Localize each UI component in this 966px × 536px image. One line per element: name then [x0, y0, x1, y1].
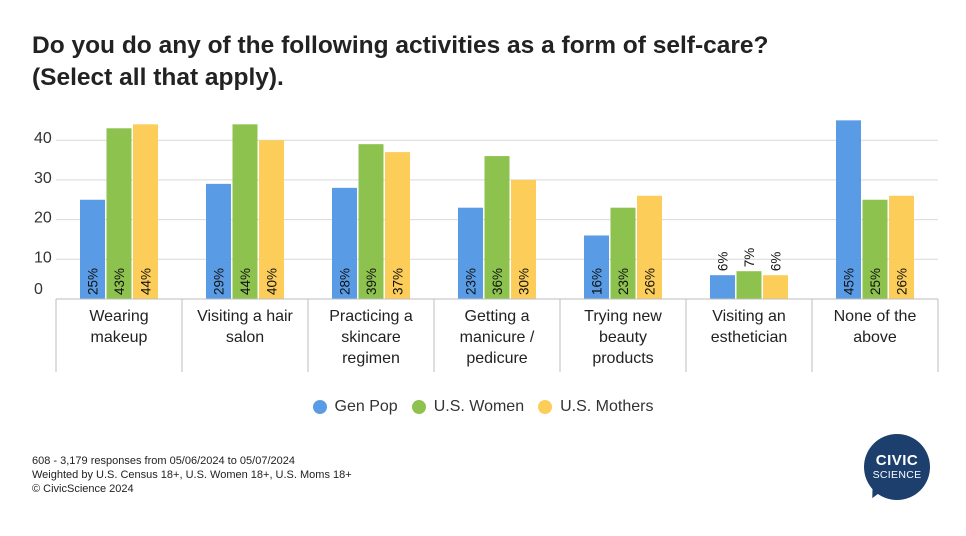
data-label: 37%: [391, 268, 406, 295]
x-tick-label: Getting a: [465, 308, 530, 325]
logo-circle: [864, 434, 930, 500]
data-label: 40%: [265, 268, 280, 295]
legend-item-us-women: U.S. Women: [411, 398, 525, 416]
chart-title: Do you do any of the following activitie…: [32, 30, 932, 94]
data-label: 6%: [769, 252, 784, 272]
data-label: 39%: [364, 268, 379, 295]
footer-weighting: Weighted by U.S. Census 18+, U.S. Women …: [32, 469, 352, 481]
data-label: 44%: [139, 268, 154, 295]
x-tick-label: above: [853, 329, 897, 346]
bar: [133, 124, 158, 299]
legend-swatch-us-mothers: [538, 400, 553, 414]
data-label: 23%: [616, 268, 631, 295]
x-tick-label: products: [592, 350, 653, 367]
data-label: 28%: [338, 268, 353, 295]
data-label: 25%: [86, 268, 101, 295]
y-tick-label: 0: [34, 281, 43, 298]
x-tick-label: Trying new: [584, 308, 662, 325]
x-tick-label: regimen: [342, 350, 400, 367]
y-tick-label: 40: [34, 130, 52, 147]
bar: [385, 152, 410, 299]
legend-swatch-gen-pop: [312, 400, 327, 414]
bar: [232, 124, 258, 299]
x-tick-label: Visiting an: [712, 308, 786, 325]
x-tick-label: Wearing: [89, 308, 148, 325]
data-label: 26%: [895, 268, 910, 295]
bar: [763, 275, 788, 299]
data-label: 45%: [842, 268, 857, 295]
data-label: 29%: [212, 268, 227, 295]
data-label: 16%: [590, 268, 605, 295]
x-tick-label: makeup: [91, 329, 148, 346]
legend-swatch-us-women: [411, 400, 426, 414]
data-label: 36%: [490, 268, 505, 295]
data-label: 25%: [868, 268, 883, 295]
chart-legend: Gen Pop U.S. Women U.S. Mothers: [0, 398, 966, 416]
bar: [511, 179, 536, 299]
legend-item-us-mothers: U.S. Mothers: [538, 398, 653, 416]
y-tick-label: 20: [34, 210, 52, 227]
logo-text-science: SCIENCE: [872, 469, 922, 481]
bar: [259, 140, 284, 299]
data-label: 26%: [643, 268, 658, 295]
bar: [610, 207, 636, 299]
civicscience-logo: CIVIC SCIENCE: [862, 434, 930, 502]
bar: [889, 195, 914, 299]
chart-title-line2: (Select all that apply).: [32, 64, 284, 91]
chart-title-line1: Do you do any of the following activitie…: [32, 32, 769, 59]
data-label: 43%: [112, 268, 127, 295]
footer-copyright: © CivicScience 2024: [32, 483, 134, 495]
x-tick-label: salon: [226, 329, 264, 346]
data-label: 44%: [238, 268, 253, 295]
x-tick-label: manicure /: [460, 329, 535, 346]
bar: [80, 199, 105, 299]
legend-label-us-mothers: U.S. Mothers: [560, 398, 654, 415]
bar-chart: 0 10 20 30 40 25% 43% 44% 29% 44% 40% 28% 39% 37% 23% 3…: [34, 120, 939, 372]
bar: [358, 144, 384, 299]
bar: [710, 275, 735, 299]
bar: [584, 235, 609, 299]
bar: [458, 207, 483, 299]
legend-label-gen-pop: Gen Pop: [334, 398, 398, 415]
x-tick-label: esthetician: [711, 329, 788, 346]
bar: [106, 128, 132, 299]
bar: [836, 120, 861, 299]
footer-notes: 608 - 3,179 responses from 05/06/2024 to…: [32, 454, 352, 496]
logo-text-civic: CIVIC: [875, 452, 919, 469]
bar: [332, 187, 357, 299]
x-tick-label: pedicure: [466, 350, 527, 367]
x-tick-label: Visiting a hair: [197, 308, 293, 325]
x-tick-label: skincare: [341, 329, 401, 346]
legend-item-gen-pop: Gen Pop: [312, 398, 398, 416]
data-label: 23%: [464, 268, 479, 295]
bar: [206, 183, 231, 299]
data-label: 7%: [742, 248, 757, 268]
bar: [862, 199, 888, 299]
bar: [637, 195, 662, 299]
x-tick-label: Practicing a: [329, 308, 413, 325]
y-tick-label: 30: [34, 170, 52, 187]
data-label: 30%: [517, 268, 532, 295]
x-tick-label: None of the: [834, 308, 917, 325]
x-tick-label: beauty: [599, 329, 647, 346]
footer-responses: 608 - 3,179 responses from 05/06/2024 to…: [32, 455, 295, 467]
bar: [736, 271, 762, 299]
legend-label-us-women: U.S. Women: [433, 398, 525, 415]
data-label: 6%: [716, 252, 731, 272]
y-tick-label: 10: [34, 249, 52, 266]
bar: [484, 156, 510, 299]
